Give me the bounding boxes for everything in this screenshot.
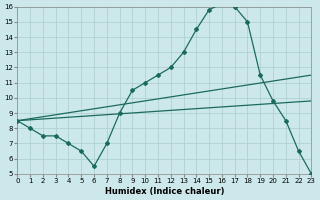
X-axis label: Humidex (Indice chaleur): Humidex (Indice chaleur) <box>105 187 224 196</box>
